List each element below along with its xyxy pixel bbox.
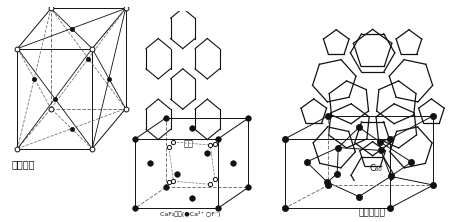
Text: C₆₀: C₆₀ [369, 164, 381, 172]
Text: CaF₂晶胞(●Ca²⁺ ○F⁻): CaF₂晶胞(●Ca²⁺ ○F⁻) [160, 211, 220, 217]
Text: 金刚石晶胞: 金刚石晶胞 [358, 208, 385, 217]
Text: 干冰晶胞: 干冰晶胞 [11, 160, 34, 170]
Text: 石墨: 石墨 [183, 139, 193, 148]
